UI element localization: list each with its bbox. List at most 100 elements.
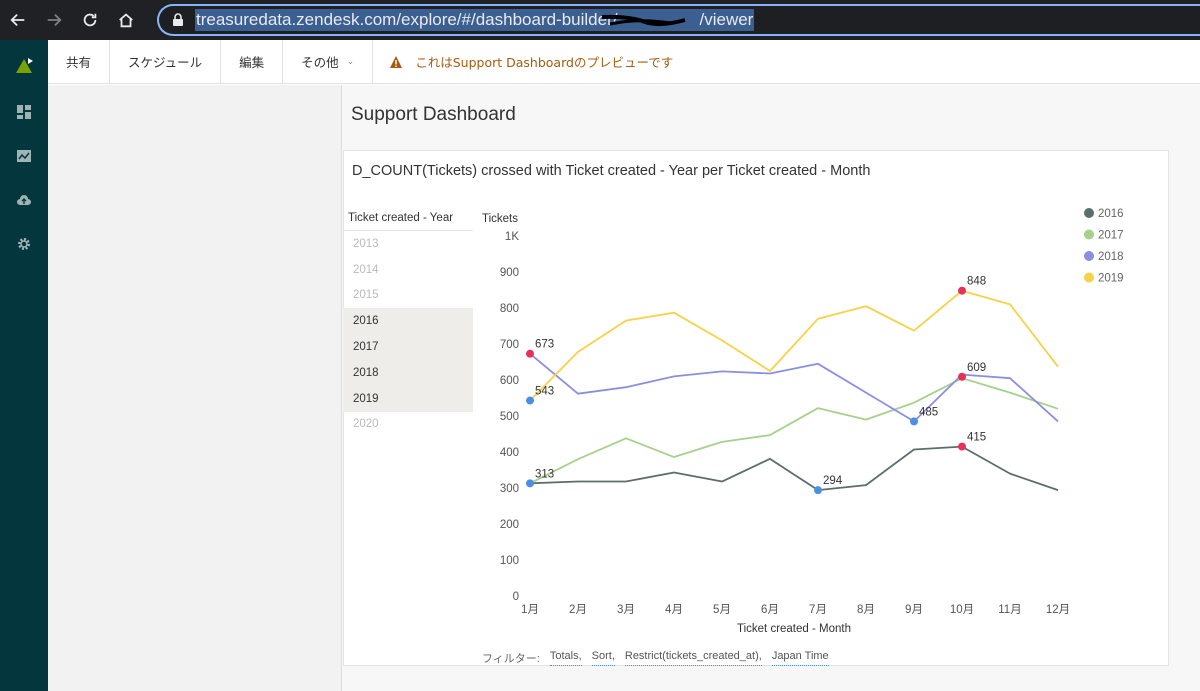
year-item-2015[interactable]: 2015 xyxy=(353,289,379,302)
data-label: 543 xyxy=(535,386,554,398)
data-label: 485 xyxy=(919,406,938,418)
series-line-2019 xyxy=(529,289,1059,402)
legend-marker-2017 xyxy=(1084,229,1094,240)
data-point-2016-7月 xyxy=(814,486,822,495)
upload-icon[interactable] xyxy=(0,178,48,222)
y-tick-label: 100 xyxy=(500,555,519,567)
share-button[interactable]: 共有 xyxy=(48,40,111,83)
data-point-2017-10月 xyxy=(958,372,966,381)
data-point-2019-10月 xyxy=(958,286,966,295)
year-filter: Ticket created - Year 2013 2014 2015 2016 20… xyxy=(343,205,473,437)
series-line-2018 xyxy=(529,353,1059,423)
legend-marker-2018 xyxy=(1084,251,1094,261)
y-tick-label: 800 xyxy=(500,303,519,315)
series-line-2017 xyxy=(529,377,1059,485)
year-item-2018[interactable]: 2018 xyxy=(343,359,473,386)
filter-restrict[interactable]: Restrict(tickets_created_at), xyxy=(624,650,762,666)
data-label: 294 xyxy=(823,475,843,487)
left-panel xyxy=(48,85,342,691)
dashboard-toolbar: 共有 スケジュール 編集 その他 ⌄ これはSupport Dashboardの… xyxy=(48,40,1200,84)
year-item-2013[interactable]: 2013 xyxy=(353,237,379,250)
data-point-2018-1月 xyxy=(526,349,534,358)
year-item-2017[interactable]: 2017 xyxy=(343,334,473,360)
schedule-button[interactable]: スケジュール xyxy=(110,40,222,83)
filter-sort[interactable]: Sort, xyxy=(591,650,615,666)
warning-icon xyxy=(390,55,403,68)
url-text: treasuredata.zendesk.com/explore/#/dashb… xyxy=(195,9,755,31)
edit-button[interactable]: 編集 xyxy=(221,40,284,83)
x-tick-label: 2月 xyxy=(569,604,587,616)
x-tick-label: 10月 xyxy=(950,604,974,616)
preview-notice: これはSupport Dashboardのプレビューです xyxy=(373,40,673,83)
x-tick-label: 9月 xyxy=(905,604,923,616)
more-menu-button[interactable]: その他 ⌄ xyxy=(283,40,374,83)
x-tick-label: 12月 xyxy=(1046,604,1070,616)
year-item-2020[interactable]: 2020 xyxy=(353,418,379,431)
data-point-2018-9月 xyxy=(910,417,918,426)
legend-marker-2019 xyxy=(1084,272,1094,283)
y-tick-label: 200 xyxy=(500,519,519,531)
x-tick-label: 6月 xyxy=(761,604,779,616)
x-tick-label: 4月 xyxy=(665,604,683,616)
explore-logo-icon[interactable] xyxy=(0,40,48,90)
filter-totals[interactable]: Totals, xyxy=(549,650,582,666)
app-sidebar xyxy=(0,40,48,691)
data-label: 848 xyxy=(967,276,986,288)
y-tick-label: 300 xyxy=(500,483,519,495)
y-tick-label: 0 xyxy=(513,591,519,603)
year-item-2016[interactable]: 2016 xyxy=(343,308,473,335)
y-axis-title: Tickets xyxy=(482,213,518,225)
legend-label-2019: 2019 xyxy=(1098,273,1124,285)
more-label: その他 xyxy=(301,55,339,70)
forward-icon[interactable] xyxy=(36,0,72,40)
chevron-down-icon: ⌄ xyxy=(346,56,355,67)
home-icon[interactable] xyxy=(108,0,144,40)
x-tick-label: 8月 xyxy=(857,604,875,616)
x-tick-label: 5月 xyxy=(713,604,731,616)
preview-notice-text: これはSupport Dashboardのプレビューです xyxy=(415,55,674,70)
y-tick-label: 900 xyxy=(500,267,519,279)
dashboard-icon[interactable] xyxy=(0,90,48,134)
data-label: 673 xyxy=(535,339,554,351)
chart-title: D_COUNT(Tickets) crossed with Ticket cre… xyxy=(352,163,871,179)
reload-icon[interactable] xyxy=(72,0,108,40)
data-point-2019-1月 xyxy=(526,396,534,405)
series-line-2016 xyxy=(529,445,1059,492)
y-tick-label: 600 xyxy=(500,375,519,387)
year-filter-header: Ticket created - Year xyxy=(343,205,473,231)
legend-label-2018: 2018 xyxy=(1098,251,1124,263)
data-point-2016-1月 xyxy=(526,479,534,488)
year-list: 2013 2014 2015 2016 2017 2018 2019 2020 xyxy=(343,231,473,437)
legend-label-2017: 2017 xyxy=(1098,230,1124,242)
filter-summary: フィルター: Totals, Sort, Restrict(tickets_cr… xyxy=(482,650,829,666)
data-label: 415 xyxy=(967,432,986,444)
x-axis-title: Ticket created - Month xyxy=(737,623,851,635)
y-tick-label: 700 xyxy=(500,339,519,351)
y-tick-label: 500 xyxy=(500,411,519,423)
x-tick-label: 11月 xyxy=(998,604,1021,616)
data-label: 313 xyxy=(535,468,554,480)
settings-icon[interactable] xyxy=(0,222,48,266)
redaction-scribble xyxy=(601,14,686,27)
address-bar[interactable]: treasuredata.zendesk.com/explore/#/dashb… xyxy=(157,4,1200,36)
x-tick-label: 7月 xyxy=(809,604,827,616)
year-item-2014[interactable]: 2014 xyxy=(353,263,379,276)
data-label: 609 xyxy=(967,362,986,374)
line-chart: Tickets 0 100 200 300 400 500 600 700 800 900 1K 1月 2… xyxy=(482,208,1124,635)
year-item-2019[interactable]: 2019 xyxy=(343,385,473,412)
y-tick-label: 400 xyxy=(500,447,519,459)
x-tick-label: 3月 xyxy=(617,604,635,616)
reports-icon[interactable] xyxy=(0,134,48,178)
data-point-2016-10月 xyxy=(958,442,966,451)
y-tick-label: 1K xyxy=(505,231,519,243)
dashboard-title: Support Dashboard xyxy=(351,104,516,125)
back-icon[interactable] xyxy=(0,0,36,40)
lock-icon xyxy=(173,13,183,26)
filter-label: フィルター: xyxy=(482,653,540,665)
legend-marker-2016 xyxy=(1084,208,1094,218)
browser-toolbar: treasuredata.zendesk.com/explore/#/dashb… xyxy=(0,0,1200,40)
x-tick-label: 1月 xyxy=(521,604,539,616)
filter-timezone[interactable]: Japan Time xyxy=(771,650,829,666)
legend-label-2016: 2016 xyxy=(1098,208,1124,220)
chart-card xyxy=(343,150,1169,666)
